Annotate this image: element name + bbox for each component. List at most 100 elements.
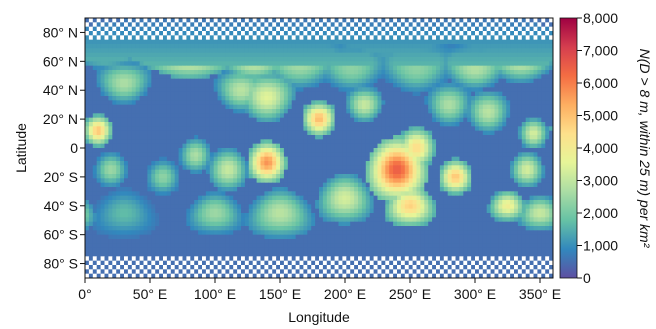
heatmap-cell [151,109,156,114]
heatmap-cell [139,117,144,123]
heatmap-cell [412,169,417,175]
heatmap-cell [319,122,324,127]
heatmap-cell [369,65,374,71]
heatmap-cell [116,87,121,93]
heatmap-cell [241,26,246,32]
heatmap-cell [116,91,121,97]
heatmap-cell [299,104,304,110]
heatmap-cell [143,143,148,149]
heatmap-cell [381,31,386,36]
heatmap-cell [475,113,480,119]
heatmap-cell [541,169,546,175]
heatmap-cell [373,91,378,97]
heatmap-cell [88,191,94,197]
heatmap-cell [120,100,125,106]
heatmap-cell [400,91,406,97]
heatmap-cell [369,26,374,32]
heatmap-cell [393,48,398,54]
heatmap-cell [299,191,304,197]
heatmap-cell [494,70,499,75]
heatmap-cell [541,104,546,110]
heatmap-cell [147,174,152,179]
heatmap-cell [451,191,456,197]
heatmap-cell [303,143,308,149]
heatmap-cell [178,39,183,45]
heatmap-cell [326,165,332,171]
heatmap-cell [537,148,542,153]
heatmap-cell [221,26,226,32]
heatmap-cell [209,156,215,162]
heatmap-cell [276,165,281,171]
heatmap-cell [108,22,113,28]
heatmap-cell [404,100,410,106]
heatmap-cell [447,139,452,145]
heatmap-cell [248,152,254,158]
heatmap-cell [377,113,382,119]
heatmap-cell [412,130,417,136]
heatmap-cell [533,83,538,88]
heatmap-cell [521,35,527,41]
heatmap-cell [541,126,546,132]
heatmap-cell [120,57,125,62]
heatmap-cell [303,22,308,28]
heatmap-cell [443,178,449,184]
heatmap-cell [393,83,398,88]
heatmap-cell [217,161,222,166]
heatmap-cell [221,169,226,175]
heatmap-cell [209,178,215,184]
heatmap-cell [432,174,437,179]
heatmap-cell [549,169,553,175]
heatmap-cell [186,65,191,71]
heatmap-cell [451,126,456,132]
heatmap-cell [178,18,183,23]
heatmap-cell [256,139,261,145]
heatmap-cell [350,135,355,140]
heatmap-cell [159,44,164,49]
heatmap-cell [237,78,242,84]
heatmap-cell [85,156,90,162]
heatmap-cell [514,191,519,197]
heatmap-cell [541,22,546,28]
heatmap-cell [334,74,339,80]
heatmap-cell [459,96,464,101]
heatmap-cell [268,57,273,62]
heatmap-cell [361,26,367,32]
heatmap-cell [486,187,491,192]
heatmap-cell [537,182,542,188]
heatmap-cell [252,130,257,136]
heatmap-cell [295,169,300,175]
heatmap-cell [151,130,156,136]
heatmap-cell [389,148,394,153]
heatmap-cell [334,143,339,149]
heatmap-cell [334,148,339,153]
heatmap-cell [159,96,164,101]
heatmap-cell [502,26,507,32]
heatmap-cell [467,182,472,188]
heatmap-cell [268,113,273,119]
heatmap-cell [186,148,191,153]
heatmap-cell [330,152,335,158]
heatmap-cell [322,174,328,179]
heatmap-cell [233,31,238,36]
heatmap-cell [490,191,495,197]
heatmap-cell [104,48,109,54]
heatmap-cell [237,182,242,188]
heatmap-cell [416,113,421,119]
heatmap-cell [166,31,172,36]
heatmap-cell [248,100,254,106]
heatmap-cell [510,109,515,114]
heatmap-cell [190,126,195,132]
heatmap-cell [404,191,410,197]
heatmap-cell [217,78,222,84]
heatmap-cell [131,87,137,93]
heatmap-cell [412,117,417,123]
heatmap-cell [85,161,90,166]
heatmap-cell [416,122,421,127]
heatmap-cell [112,91,117,97]
heatmap-cell [416,174,421,179]
heatmap-cell [412,191,417,197]
heatmap-cell [521,191,527,197]
heatmap-cell [377,35,382,41]
heatmap-cell [416,70,421,75]
heatmap-cell [237,91,242,97]
